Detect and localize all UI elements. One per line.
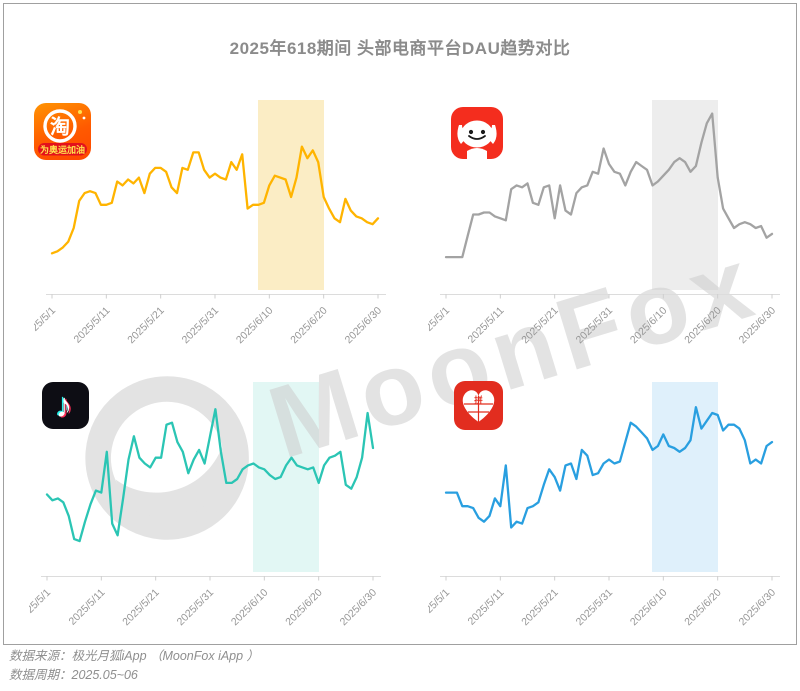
x-tick-label: 2025/5/31 xyxy=(180,305,222,347)
jd-icon xyxy=(451,107,503,159)
page-title: 2025年618期间 头部电商平台DAU趋势对比 xyxy=(229,39,571,58)
x-tick-label: 2025/6/20 xyxy=(288,305,330,347)
douyin-icon: ♪ ♪ ♪ xyxy=(42,382,89,429)
x-tick-label: 2025/6/20 xyxy=(682,587,724,629)
x-tick-label: 2025/6/10 xyxy=(234,305,276,347)
x-tick-label: 2025/5/21 xyxy=(120,587,162,629)
x-tick-label: 2025/6/30 xyxy=(737,587,779,629)
data-period-line: 数据周期：2025.05~06 xyxy=(9,668,138,682)
x-tick-label: 2025/5/11 xyxy=(465,305,506,346)
data-source-line: 数据来源：极光月狐iApp （MoonFox iApp ） xyxy=(9,649,260,663)
x-tick-label: 2025/6/10 xyxy=(628,305,670,347)
x-tick-label: 2025/6/30 xyxy=(737,305,779,347)
x-tick-label: 2025/6/30 xyxy=(343,305,385,347)
x-tick-label: 2025/5/31 xyxy=(574,587,616,629)
x-tick-label: 2025/5/31 xyxy=(574,305,616,347)
x-tick-label: 2025/5/1 xyxy=(29,587,53,624)
x-tick-label: 2025/6/10 xyxy=(628,587,670,629)
x-tick-label: 2025/6/20 xyxy=(682,305,724,347)
taobao-icon: 淘 为奥运加油 xyxy=(34,103,91,160)
dau-line-chart-taobao: 2025/5/1 2025/5/11 2025/5/21 2025/5/31 2025/… xyxy=(21,145,386,347)
svg-text:♪: ♪ xyxy=(54,386,71,424)
svg-text:淘: 淘 xyxy=(50,115,70,139)
chart-card: 2025年618期间 头部电商平台DAU趋势对比 MoonFox 2025/5/… xyxy=(3,3,797,645)
svg-text:为奥运加油: 为奥运加油 xyxy=(40,144,85,155)
svg-text:♪: ♪ xyxy=(56,387,73,425)
x-tick-label: 2025/5/21 xyxy=(125,305,167,347)
dau-trend-line-抖音 xyxy=(45,408,375,543)
x-tick-label: 2025/6/10 xyxy=(229,587,271,629)
x-tick-label: 2025/6/30 xyxy=(338,587,380,629)
footer-notes: 数据来源：极光月狐iApp （MoonFox iApp ） 数据周期：2025.… xyxy=(9,647,259,685)
618-highlight-band xyxy=(652,100,718,290)
panel-pinduoduo-dau-trend: 2025/5/1 2025/5/11 2025/5/21 2025/5/31 2025/… xyxy=(415,374,796,644)
x-tick-label: 2025/5/11 xyxy=(465,587,506,628)
x-tick-label: 2025/5/11 xyxy=(66,587,107,628)
x-tick-label: 2025/5/21 xyxy=(519,305,561,347)
618-highlight-band xyxy=(652,382,718,572)
x-tick-label: 2025/6/20 xyxy=(283,587,325,629)
618-highlight-band xyxy=(253,382,319,572)
x-tick-label: 2025/5/1 xyxy=(428,587,452,624)
panel-taobao-dau-trend: 2025/5/1 2025/5/11 2025/5/21 2025/5/31 2025/… xyxy=(21,92,402,366)
dau-trend-line-拼多多 xyxy=(444,406,774,529)
dau-line-chart-pinduoduo: 2025/5/1 2025/5/11 2025/5/21 2025/5/31 2025/… xyxy=(415,406,780,629)
x-tick-label: 2025/5/1 xyxy=(428,305,452,342)
svg-text:♪: ♪ xyxy=(57,388,74,426)
x-tick-label: 2025/5/21 xyxy=(519,587,561,629)
pinduoduo-icon: 拼 xyxy=(454,381,503,430)
x-tick-label: 2025/5/31 xyxy=(175,587,217,629)
panel-jd-dau-trend: 2025/5/1 2025/5/11 2025/5/21 2025/5/31 2025/… xyxy=(415,92,796,366)
dau-trend-line-京东 xyxy=(444,112,774,259)
x-tick-label: 2025/5/11 xyxy=(71,305,112,346)
svg-text:拼: 拼 xyxy=(474,395,483,405)
dau-trend-line-淘宝 xyxy=(50,145,380,255)
x-tick-label: 2025/5/1 xyxy=(34,305,58,342)
